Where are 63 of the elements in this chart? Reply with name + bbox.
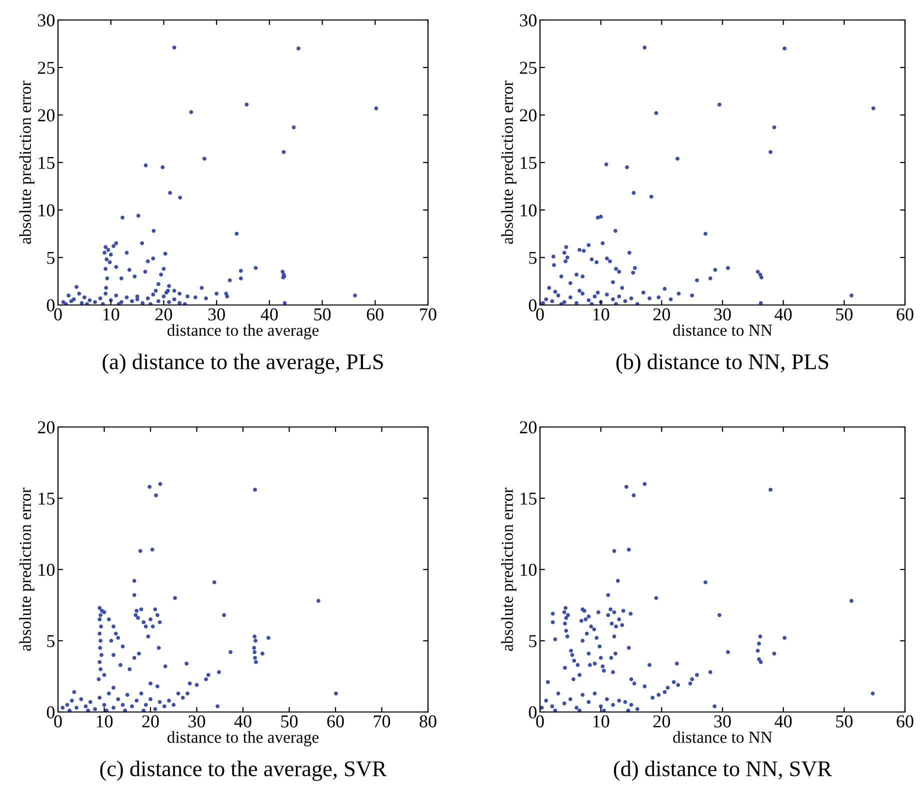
x-axis-title: distance to the average	[167, 731, 319, 746]
y-tick-label: 20	[520, 421, 537, 434]
x-tick-label: 20	[155, 308, 172, 320]
y-tick-label: 10	[38, 564, 55, 576]
y-tick-label: 5	[47, 252, 55, 264]
y-tick-label: 0	[528, 299, 537, 312]
x-axis-title: distance to NN	[673, 324, 772, 336]
y-tick-label: 30	[520, 14, 537, 26]
text: (a) distance to the average, PLS	[102, 354, 383, 374]
y-tick-label: 30	[38, 14, 55, 26]
y-tick-label: 15	[38, 492, 55, 505]
y-tick-label: 20	[520, 109, 537, 122]
x-tick-label: 30	[188, 715, 206, 728]
x-tick-label: 30	[714, 715, 731, 728]
y-tick-label: 10	[38, 204, 55, 216]
text: (d) distance to NN, SVR	[614, 760, 832, 781]
y-axis-title: absolute prediction error	[501, 488, 516, 651]
y-axis-title: absolute prediction error	[19, 80, 34, 244]
x-tick-label: 40	[234, 715, 252, 728]
x-tick-label: 10	[593, 715, 610, 728]
x-tick-label: 20	[653, 308, 670, 320]
y-axis-title: absolute prediction error	[19, 488, 34, 651]
x-tick-label: 20	[653, 715, 670, 728]
x-axis-title: distance to NN	[673, 731, 772, 743]
y-tick-label: 0	[46, 706, 55, 718]
x-tick-label: 80	[420, 715, 436, 728]
x-tick-label: 50	[836, 715, 853, 728]
x-tick-label: 30	[208, 308, 225, 320]
x-tick-label: 60	[896, 715, 914, 728]
x-tick-label: 60	[327, 715, 344, 728]
x-tick-label: 50	[281, 715, 298, 728]
x-tick-label: 70	[374, 715, 390, 728]
text: (b) distance to NN, PLS	[616, 354, 828, 374]
y-tick-label: 15	[520, 492, 537, 505]
y-tick-label: 20	[38, 109, 55, 122]
x-tick-label: 10	[593, 308, 610, 320]
y-tick-label: 20	[38, 421, 55, 434]
x-axis-title: distance to the average	[167, 324, 319, 340]
x-tick-label: 50	[314, 308, 331, 320]
x-tick-label: 50	[836, 308, 853, 320]
x-tick-label: 60	[896, 308, 914, 320]
x-tick-label: 10	[96, 715, 113, 728]
y-axis-title: absolute prediction error	[501, 80, 516, 244]
y-tick-label: 0	[46, 299, 55, 312]
text: (c) distance to the average, SVR	[100, 760, 387, 781]
y-tick-label: 15	[38, 156, 55, 169]
y-tick-label: 5	[529, 252, 537, 264]
x-tick-label: 10	[103, 308, 120, 320]
y-tick-label: 0	[528, 706, 537, 718]
x-tick-label: 40	[260, 308, 278, 320]
x-tick-label: 60	[366, 308, 384, 320]
x-tick-label: 20	[142, 715, 159, 728]
x-tick-label: 40	[774, 715, 792, 728]
x-tick-label: 40	[774, 308, 792, 320]
y-tick-label: 10	[520, 204, 537, 216]
y-tick-label: 5	[47, 635, 55, 648]
y-tick-label: 25	[520, 62, 537, 74]
y-tick-label: 15	[520, 156, 537, 169]
x-tick-label: 70	[420, 308, 436, 320]
y-tick-label: 10	[520, 564, 537, 576]
x-tick-label: 30	[714, 308, 731, 320]
y-tick-label: 5	[529, 635, 537, 648]
y-tick-label: 25	[38, 62, 55, 74]
